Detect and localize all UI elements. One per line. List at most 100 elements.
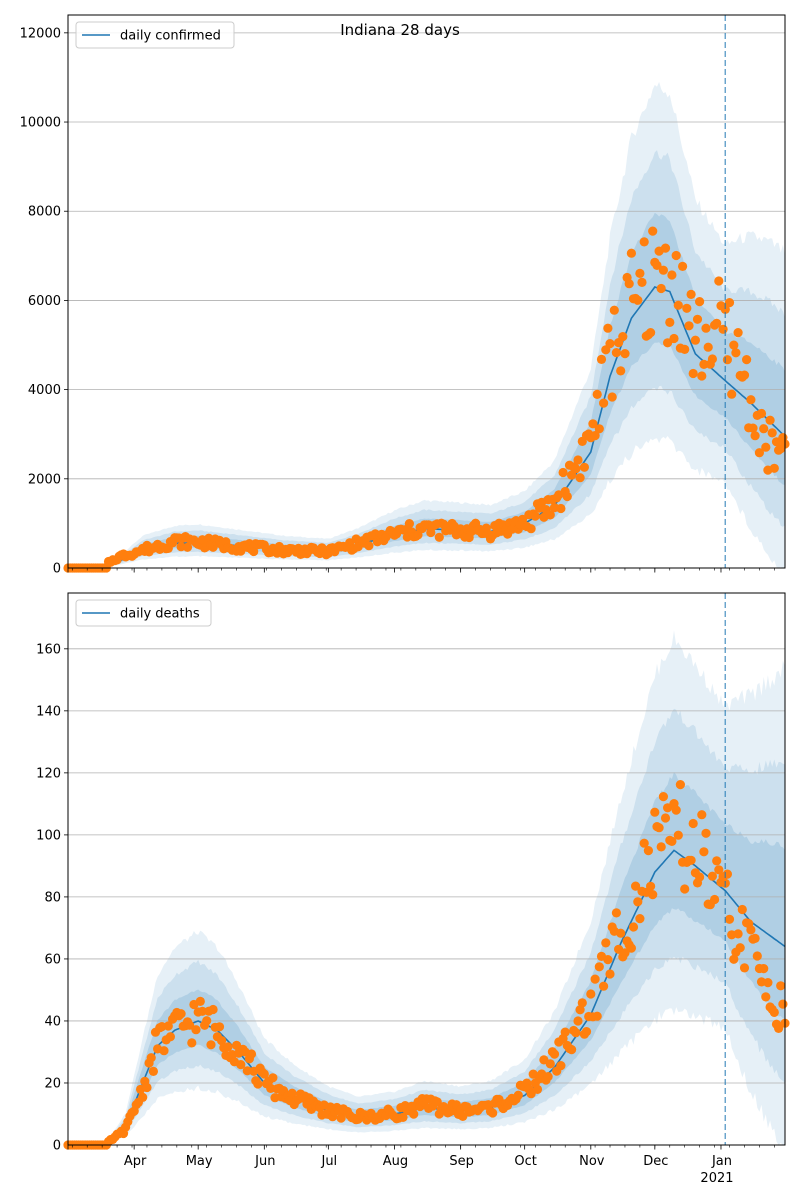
- data-point: [268, 1073, 278, 1083]
- data-point: [761, 442, 771, 452]
- data-point: [223, 1042, 233, 1052]
- data-point: [236, 1060, 246, 1070]
- data-point: [182, 542, 193, 552]
- data-point: [146, 1053, 156, 1063]
- data-point: [590, 431, 600, 441]
- data-point: [761, 992, 771, 1002]
- data-point: [596, 354, 607, 364]
- y-tick-label: 160: [36, 642, 61, 657]
- data-point: [648, 890, 658, 900]
- data-point: [592, 1011, 602, 1021]
- data-point: [722, 869, 733, 879]
- data-point: [699, 359, 709, 369]
- x-tick-label: Dec: [643, 1154, 668, 1169]
- data-point: [650, 807, 660, 817]
- data-point: [763, 978, 773, 988]
- data-point: [712, 856, 722, 866]
- data-point: [562, 491, 572, 502]
- y-tick-label: 12000: [20, 26, 61, 41]
- data-point: [191, 1025, 201, 1035]
- x-tick-label: Sep: [449, 1154, 474, 1169]
- data-point: [138, 1092, 148, 1102]
- data-point: [616, 928, 626, 938]
- data-point: [669, 333, 679, 344]
- data-point: [571, 464, 581, 474]
- data-point: [581, 1027, 592, 1037]
- data-point: [214, 1022, 225, 1032]
- data-point: [432, 1097, 442, 1107]
- uncertainty-band-2: [68, 150, 785, 568]
- data-point: [530, 511, 540, 521]
- data-point: [607, 392, 617, 402]
- data-point: [202, 1016, 212, 1026]
- data-point: [611, 908, 622, 918]
- data-point: [680, 884, 690, 894]
- data-point: [577, 998, 587, 1008]
- data-point: [752, 951, 762, 961]
- data-point: [769, 1007, 779, 1018]
- data-point: [737, 904, 747, 915]
- data-point: [733, 328, 743, 338]
- data-point: [643, 846, 654, 856]
- data-point: [195, 996, 205, 1007]
- uncertainty-band-2: [68, 708, 785, 1145]
- data-point: [599, 981, 609, 991]
- data-point: [549, 1049, 560, 1059]
- y-tick-label: 6000: [28, 294, 61, 309]
- data-point: [573, 1016, 583, 1026]
- axes-frame: [67, 14, 786, 569]
- data-point: [507, 524, 517, 534]
- data-point: [712, 318, 722, 328]
- axes-frame: [67, 592, 786, 1146]
- legend: daily confirmed: [75, 21, 235, 49]
- data-point: [620, 349, 630, 359]
- data-point: [206, 1040, 216, 1050]
- data-point: [575, 1005, 585, 1015]
- panel-deaths: 0 20 40 60 80 100 120 140 160 Apr May Jun Jul Aug Sep O…: [36, 592, 790, 1186]
- data-point: [609, 305, 619, 315]
- data-point: [592, 389, 602, 399]
- data-point: [601, 938, 611, 948]
- data-point: [573, 455, 583, 465]
- data-point: [658, 265, 669, 275]
- data-point: [287, 1088, 297, 1098]
- data-point: [671, 250, 681, 261]
- data-point: [699, 847, 709, 857]
- data-point: [724, 298, 735, 308]
- y-tick-label: 140: [36, 704, 61, 719]
- data-point: [733, 929, 743, 939]
- data-point: [249, 546, 259, 557]
- data-point: [556, 1061, 566, 1071]
- data-point: [217, 1036, 227, 1046]
- data-point: [458, 1111, 468, 1121]
- data-point: [748, 423, 758, 433]
- data-point: [633, 897, 643, 907]
- data-point: [697, 371, 707, 381]
- data-point: [735, 943, 745, 953]
- data-point: [707, 354, 718, 364]
- y-tick-label: 60: [44, 952, 61, 967]
- data-point: [616, 366, 626, 376]
- data-point: [185, 1020, 195, 1030]
- data-point: [652, 260, 662, 270]
- data-point: [750, 933, 760, 944]
- data-point: [673, 300, 683, 310]
- uncertainty-band-1: [68, 630, 785, 1145]
- data-point: [701, 323, 711, 333]
- y-tick-label: 100: [36, 828, 61, 843]
- data-point: [756, 408, 767, 419]
- data-point: [776, 981, 786, 991]
- legend-label: daily confirmed: [120, 29, 221, 44]
- data-point: [639, 237, 649, 247]
- y-tick-label: 2000: [28, 472, 61, 487]
- data-point: [746, 925, 756, 935]
- data-point: [635, 914, 645, 924]
- data-point: [586, 989, 596, 999]
- y-tick-label: 80: [44, 890, 61, 905]
- data-point: [680, 344, 690, 354]
- data-point: [750, 431, 760, 441]
- legend-box: [75, 599, 212, 627]
- data-point: [646, 881, 656, 891]
- data-point: [675, 780, 686, 790]
- data-point: [759, 964, 769, 974]
